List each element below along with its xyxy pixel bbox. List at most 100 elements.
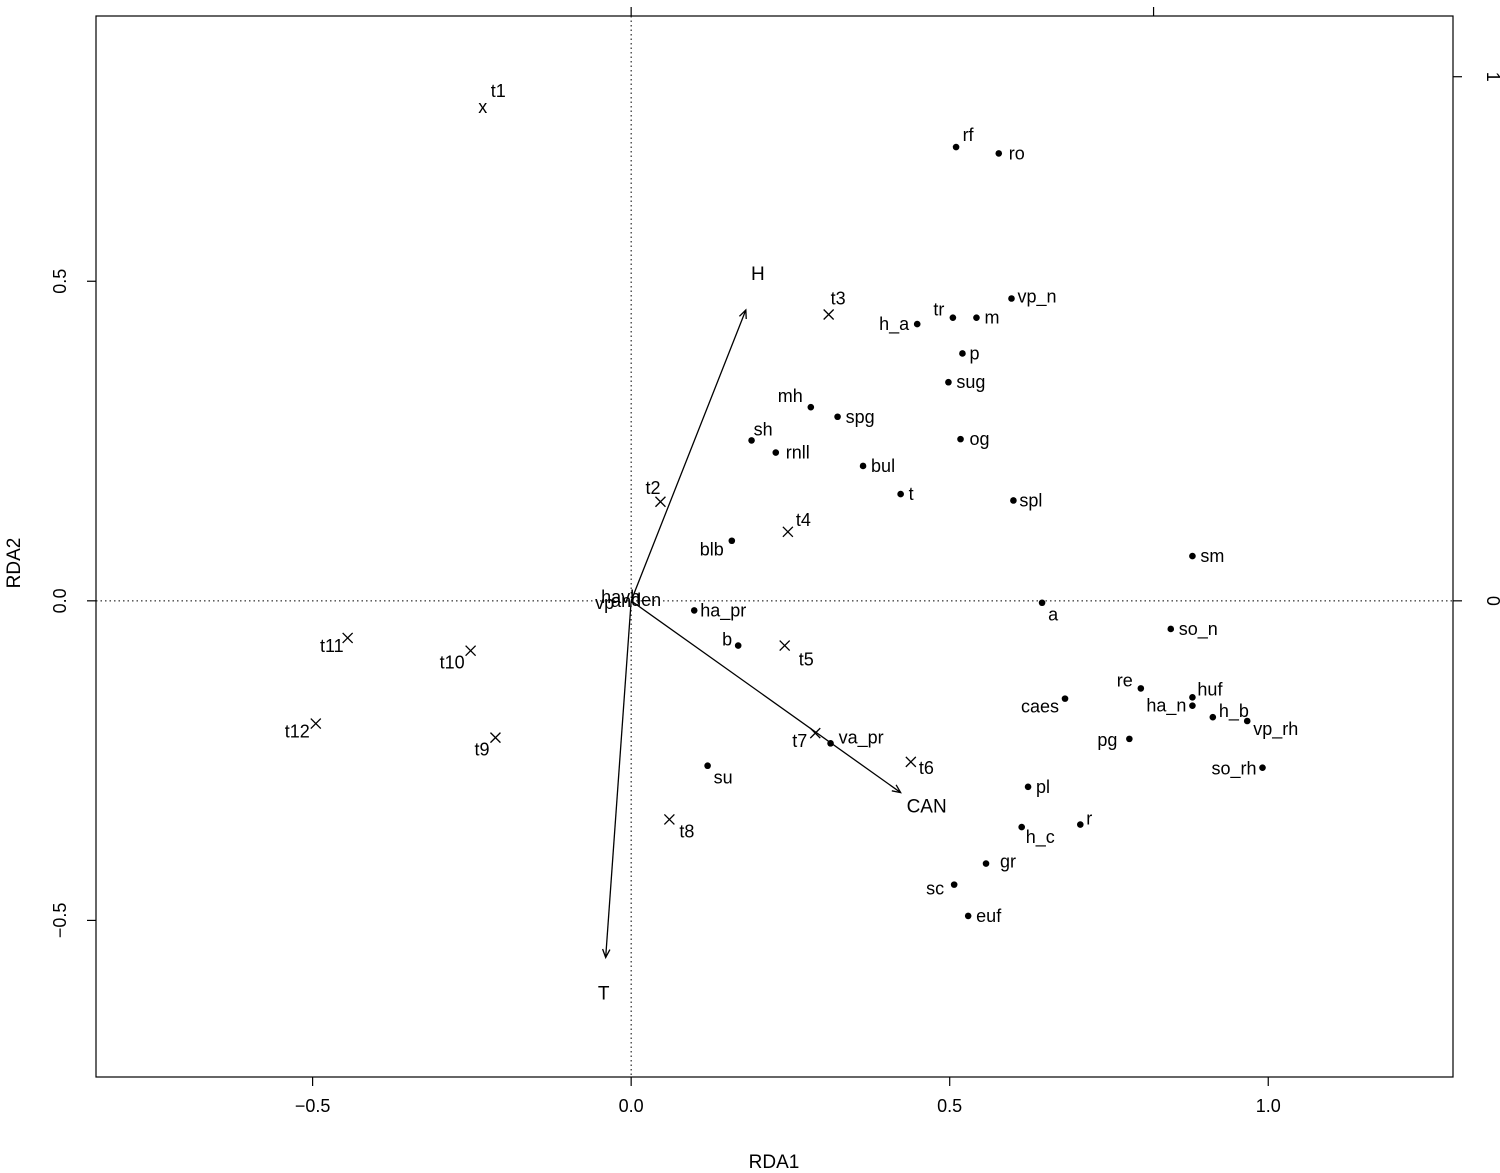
site-marker (809, 727, 821, 739)
site-label: t12 (285, 722, 310, 742)
species-point (1038, 599, 1046, 607)
x-tick-label: 0.0 (619, 1096, 644, 1116)
species-label: ro (1009, 143, 1025, 163)
site-points: xt1 t3 t2 t4 t5 t11 t10 t12 t9 t7 t6 t8 (285, 81, 934, 842)
species-label: r (1086, 809, 1092, 829)
arrowhead-icon (738, 308, 747, 320)
site-marker (342, 632, 354, 644)
species-point (1209, 713, 1217, 721)
species-label: va_pr (839, 727, 884, 748)
biplot-arrow-t (605, 600, 632, 958)
axis-ticks: −0.5 0.0 0.5 1.0 −0.5 0.0 0.5 0 1 (50, 7, 1500, 1116)
species-label: sm (1200, 546, 1224, 566)
species-label: b (722, 630, 732, 650)
species-label: vp_rh (1253, 719, 1298, 740)
site-label: t6 (919, 758, 934, 778)
y-tick-label: 0.0 (50, 588, 70, 613)
site-label: t8 (679, 821, 694, 841)
centre-cluster-label: ha (601, 587, 622, 607)
species-point (834, 413, 841, 421)
species-point (1024, 783, 1032, 791)
species-point (1077, 821, 1084, 828)
site-label: t3 (831, 288, 846, 308)
site-label: t4 (796, 510, 811, 530)
right-tick-label: 0 (1483, 596, 1500, 606)
species-point (957, 435, 964, 443)
species-label: vp_n (1017, 287, 1056, 308)
species-point (945, 378, 952, 386)
plot-frame (95, 15, 1454, 1078)
site-marker (310, 718, 322, 730)
site-marker (779, 640, 791, 652)
site-marker (782, 526, 794, 538)
species-point (1243, 717, 1251, 725)
species-label: h_a (879, 314, 910, 335)
species-point (734, 642, 742, 649)
x-tick-label: 0.5 (937, 1096, 962, 1116)
site-marker (489, 732, 501, 744)
species-point (964, 912, 972, 920)
y-axis-label: RDA2 (4, 538, 25, 589)
species-label: ha_pr (700, 600, 746, 621)
species-point (1189, 694, 1196, 701)
species-point (1008, 295, 1015, 302)
biplot-arrows: H CAN T (598, 264, 947, 1004)
x-axis-label: RDA1 (749, 1152, 800, 1173)
species-label: h_b (1219, 701, 1249, 722)
species-label: a (1048, 605, 1059, 625)
species-label: pl (1036, 777, 1050, 797)
species-label: euf (976, 906, 1002, 926)
species-point (859, 462, 867, 470)
species-label: m (984, 308, 999, 328)
site-marker (905, 756, 917, 768)
x-tick-label: 1.0 (1256, 1096, 1281, 1116)
species-point (952, 143, 960, 151)
species-point (1018, 823, 1025, 831)
species-label: rnll (786, 443, 810, 463)
biplot-arrow-h (630, 309, 747, 602)
species-label: gr (1000, 852, 1016, 872)
species-label: su (714, 768, 733, 788)
species-label: pg (1097, 730, 1117, 750)
species-point (807, 403, 815, 411)
site-label: t10 (440, 653, 465, 673)
species-label: og (970, 429, 990, 449)
species-point (728, 537, 736, 545)
species-point (950, 881, 958, 888)
centre-cluster-label: vh (621, 587, 640, 607)
site-marker (655, 496, 666, 508)
x-axis-title: RDA1 (749, 1152, 800, 1173)
x-tick-label: −0.5 (295, 1096, 331, 1116)
species-label: so_rh (1211, 759, 1256, 780)
species-point (949, 314, 957, 321)
y-tick-label: 0.5 (50, 269, 70, 294)
site-label: t11 (320, 636, 344, 656)
species-label: ha_n (1146, 696, 1186, 717)
species-point (959, 350, 966, 357)
species-label: rf (963, 125, 975, 145)
right-tick-label: 1 (1483, 72, 1500, 82)
site-label: t2 (645, 478, 660, 498)
species-label: re (1117, 670, 1133, 690)
species-label: spg (846, 407, 875, 427)
species-point (827, 740, 834, 747)
species-point (897, 490, 904, 498)
species-point (1259, 764, 1266, 771)
species-point (913, 320, 921, 328)
species-point (1189, 702, 1196, 709)
biplot-label: CAN (907, 797, 947, 818)
biplot-label: H (751, 264, 765, 285)
site-label: t1 (491, 81, 506, 101)
y-axis-title: RDA2 (4, 538, 25, 589)
species-point (973, 314, 980, 321)
site-label: t5 (799, 650, 814, 670)
species-point (982, 860, 990, 867)
site-marker (465, 645, 477, 657)
species-label: tr (933, 300, 944, 320)
species-label: bul (871, 456, 895, 476)
species-label: sc (926, 879, 944, 899)
species-label: h_c (1026, 827, 1055, 848)
